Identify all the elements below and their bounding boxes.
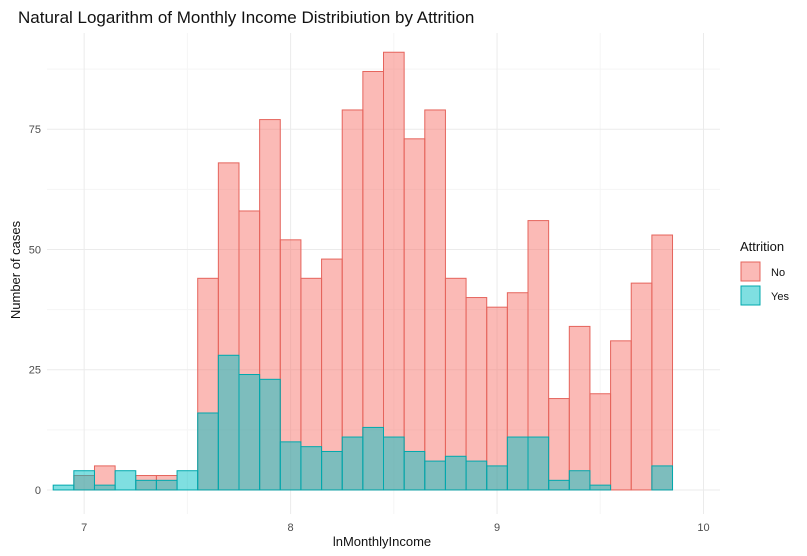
histogram-bar-no (548, 398, 570, 491)
histogram-bar-yes (135, 479, 157, 491)
legend-yes-label: Yes (771, 291, 789, 303)
histogram-bar-yes (403, 450, 426, 491)
histogram-bar-yes (217, 354, 240, 491)
axis-layer: 7 8 9 10 0 25 50 75 (29, 124, 710, 534)
histogram-bar-no (341, 109, 364, 491)
histogram-bar-no (630, 282, 653, 491)
histogram-bar-yes (589, 484, 612, 491)
x-tick-label: 8 (288, 522, 294, 534)
y-tick-label: 50 (29, 244, 41, 256)
histogram-bar-yes (321, 450, 343, 491)
histogram-bar-yes (300, 446, 323, 491)
histogram-bar-yes (93, 484, 116, 491)
no-bars (73, 51, 674, 491)
histogram-bar-no (424, 109, 446, 491)
histogram-bar-yes (176, 470, 199, 491)
histogram-bar-yes (465, 460, 488, 491)
histogram-bar-no (403, 138, 426, 491)
histogram-bar-yes (486, 465, 508, 491)
histogram-bar-yes (527, 436, 550, 491)
histogram-bar-yes (52, 484, 75, 491)
histogram-bar-no (610, 340, 632, 491)
legend-no-key (740, 261, 761, 282)
histogram-bar-yes (114, 470, 137, 491)
x-tick-label: 9 (494, 522, 500, 534)
x-tick-label: 7 (81, 522, 87, 534)
legend-yes-key (740, 285, 761, 306)
histogram-bar-yes (259, 378, 281, 491)
histogram-bar-yes (73, 470, 95, 491)
histogram-bar-yes (568, 470, 591, 491)
y-tick-label: 75 (29, 124, 41, 136)
histogram-bar-yes (279, 441, 302, 491)
chart-title: Natural Logarithm of Monthly Income Dist… (18, 8, 474, 27)
histogram-bar-no (589, 393, 612, 491)
histogram-bar-no (383, 51, 405, 491)
histogram-bar-no (651, 234, 674, 491)
y-axis-title: Number of cases (8, 220, 23, 319)
histogram-bar-yes (197, 412, 219, 491)
histogram-bar-yes (155, 479, 178, 491)
legend-no-label: No (771, 267, 785, 279)
legend-title: Attrition (740, 239, 784, 254)
x-tick-label: 10 (697, 522, 709, 534)
y-tick-label: 25 (29, 365, 41, 377)
histogram-bar-yes (444, 455, 467, 491)
histogram-bar-yes (651, 465, 674, 491)
y-tick-label: 0 (35, 485, 41, 497)
histogram-bar-yes (383, 436, 405, 491)
histogram-bar-yes (506, 436, 529, 491)
yes-bars (52, 354, 674, 491)
histogram-bar-yes (548, 479, 570, 491)
legend: Attrition No Yes (740, 239, 789, 306)
histogram-bar-yes (362, 426, 385, 491)
histogram-bar-yes (424, 460, 446, 491)
histogram-bar-no (486, 306, 508, 491)
histogram-bar-yes (341, 436, 364, 491)
x-axis-title: lnMonthlyIncome (333, 534, 431, 549)
histogram-bar-yes (238, 374, 261, 491)
histogram-bar-no (568, 325, 591, 491)
